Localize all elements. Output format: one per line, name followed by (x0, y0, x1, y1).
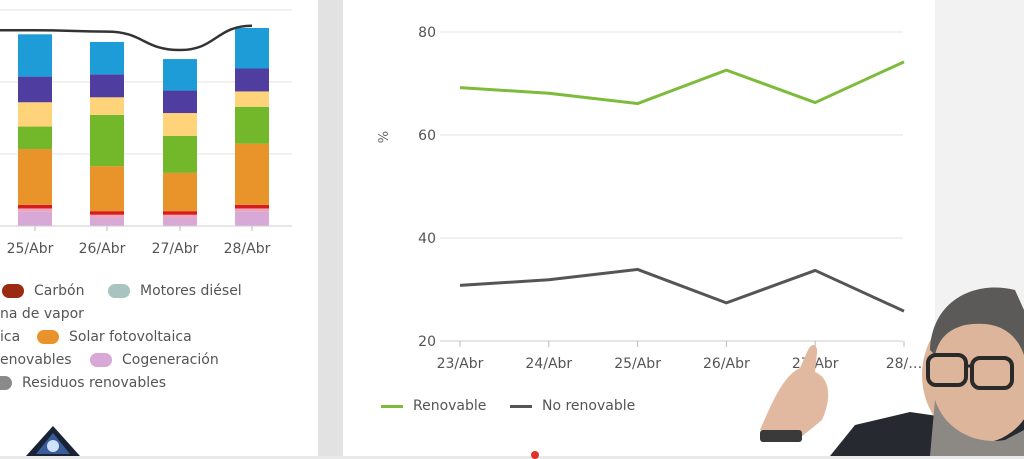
bar-segment (18, 126, 52, 150)
legend-item-solar-fotovoltaica[interactable]: Solar fotovoltaica (37, 329, 192, 345)
x-tick-label: 27/Abr (152, 241, 199, 257)
bar-segment (163, 214, 197, 218)
bar-segment (90, 166, 124, 212)
y-tick-label: 40 (418, 231, 436, 247)
series-line (459, 267, 905, 313)
legend-label: Solar fotovoltaica (69, 329, 192, 345)
bar-segment (163, 113, 197, 136)
bar-segment (163, 217, 197, 226)
legend-item-cogeneracion[interactable]: Cogeneración (90, 352, 219, 368)
line-chart: 20406080%23/Abr24/Abr25/Abr26/Abr27/Abr2… (377, 25, 923, 372)
bar-segment (90, 74, 124, 98)
y-axis-label: % (377, 131, 392, 143)
legend-swatch (0, 376, 12, 390)
bar-segment (90, 97, 124, 115)
y-tick-label: 80 (418, 25, 436, 41)
legend-swatch (108, 284, 130, 298)
legend-item-motores-diesel[interactable]: Motores diésel (108, 283, 242, 299)
x-tick-label: 28/… (886, 356, 923, 372)
legend-item-otras-renovables[interactable]: enovables (0, 352, 72, 368)
legend-label: ica (0, 329, 21, 345)
x-tick-label: 28/Abr (224, 241, 271, 257)
legend-label: Carbón (34, 283, 85, 299)
red-marker-dot (531, 451, 539, 459)
stacked-bar-chart: 25/Abr 26/Abr 27/Abr 28/Abr (0, 9, 292, 257)
x-tick-label: 25/Abr (614, 356, 661, 372)
bar-segment (90, 211, 124, 215)
bar-segment (235, 204, 269, 209)
bar-segment (90, 114, 124, 167)
bar-segment (235, 143, 269, 205)
bar-segment (163, 211, 197, 215)
y-tick-label: 60 (418, 128, 436, 144)
bar-segment (163, 136, 197, 173)
legend-line-swatch (381, 404, 403, 408)
x-tick-label: 23/Abr (437, 356, 484, 372)
bar-segment (18, 102, 52, 127)
bar-segment (235, 106, 269, 144)
legend-item-residuos-renovables[interactable]: Residuos renovables (0, 375, 166, 391)
legend-label: Motores diésel (140, 283, 242, 299)
bar-segment (90, 217, 124, 226)
bar-segment (90, 214, 124, 218)
panel-gap (318, 0, 343, 456)
bar-segment (235, 211, 269, 226)
right-chart-panel: 20406080%23/Abr24/Abr25/Abr26/Abr27/Abr2… (343, 0, 935, 459)
bar-segment (18, 211, 52, 226)
left-chart-panel: 25/Abr 26/Abr 27/Abr 28/Abr Carbón Motores … (0, 0, 318, 456)
legend-line-swatch (510, 404, 532, 408)
legend-item-no-renovable[interactable]: No renovable (510, 398, 635, 414)
legend-swatch (2, 284, 24, 298)
bar-segment (163, 90, 197, 114)
bar-segment (18, 34, 52, 77)
legend-item-eolica[interactable]: ica (0, 329, 20, 345)
x-tick-label: 26/Abr (79, 241, 126, 257)
presenter-video-overlay (760, 287, 1024, 456)
bar-segment (163, 172, 197, 212)
legend-item-renovable[interactable]: Renovable (381, 398, 486, 414)
total-demand-line (0, 24, 253, 52)
bar-segment (18, 204, 52, 209)
bar-segment (18, 149, 52, 205)
legend-label: na de vapor (0, 306, 84, 322)
bar-segment (18, 76, 52, 103)
legend-item-turbina-vapor[interactable]: na de vapor (0, 306, 84, 322)
bar-segment (235, 28, 269, 69)
bar-segment (163, 59, 197, 91)
legend-label: No renovable (542, 398, 636, 414)
legend-label: enovables (0, 352, 72, 368)
channel-logo (26, 426, 80, 456)
x-tick-label: 26/Abr (703, 356, 750, 372)
bar-segment (235, 91, 269, 107)
bar-segment (90, 41, 124, 75)
bar-segment (235, 68, 269, 92)
bar-segment (18, 208, 52, 212)
legend-label: Cogeneración (122, 352, 219, 368)
legend-item-carbon[interactable]: Carbón (2, 283, 84, 299)
legend-label: Residuos renovables (22, 375, 167, 391)
legend-swatch (90, 353, 112, 367)
legend-swatch (37, 330, 59, 344)
legend-label: Renovable (413, 398, 487, 414)
y-tick-label: 20 (418, 334, 436, 350)
x-tick-label: 25/Abr (7, 241, 54, 257)
x-tick-label: 24/Abr (525, 356, 572, 372)
series-line (459, 60, 905, 106)
bar-segment (235, 208, 269, 212)
